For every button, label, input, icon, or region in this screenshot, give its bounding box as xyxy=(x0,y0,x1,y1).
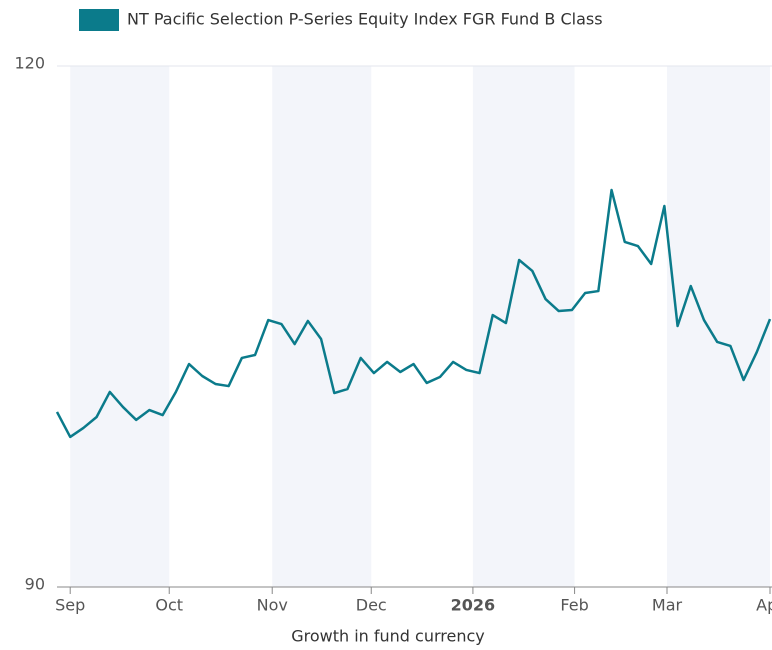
x-axis-title: Growth in fund currency xyxy=(291,627,485,646)
legend-swatch xyxy=(79,9,119,31)
band xyxy=(472,66,575,587)
x-tick-label: Dec xyxy=(356,596,387,615)
x-tick-label: Nov xyxy=(257,596,288,615)
x-tick-label: 2026 xyxy=(451,596,496,615)
line xyxy=(55,188,772,439)
band xyxy=(272,66,372,587)
x-tick-label: Mar xyxy=(652,596,683,615)
y-tick-label: 90 xyxy=(25,575,45,594)
x-tick-label: Feb xyxy=(560,596,588,615)
x-tick-label: Apr xyxy=(756,596,772,615)
x-tick-label: Sep xyxy=(55,596,85,615)
band xyxy=(70,66,170,587)
band xyxy=(667,66,770,587)
y-tick-label: 120 xyxy=(14,54,45,73)
x-tick-label: Oct xyxy=(155,596,183,615)
legend-label: NT Pacific Selection P-Series Equity Ind… xyxy=(127,10,603,29)
